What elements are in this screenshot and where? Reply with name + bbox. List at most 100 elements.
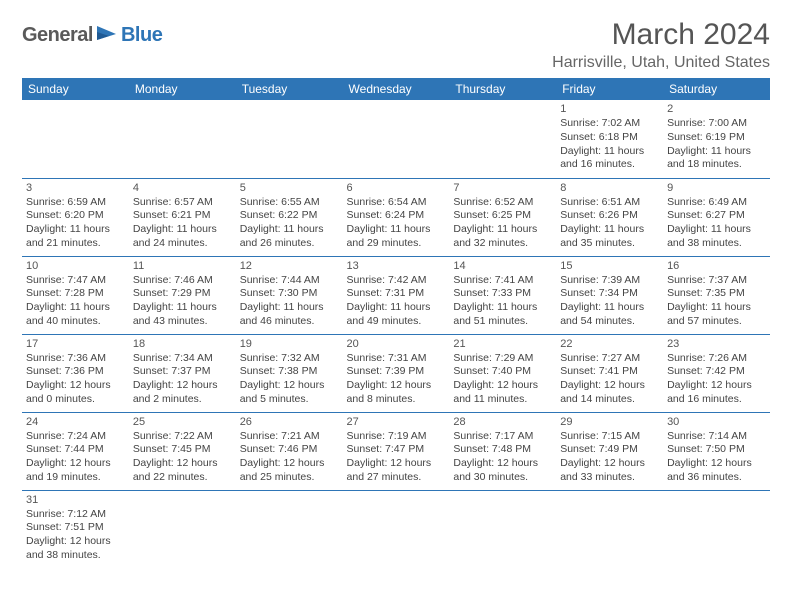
daylight-line-1: Daylight: 11 hours: [560, 223, 659, 237]
sunset-line: Sunset: 7:48 PM: [453, 443, 552, 457]
flag-icon: [96, 24, 118, 47]
sunset-line: Sunset: 6:25 PM: [453, 209, 552, 223]
calendar-body: 1Sunrise: 7:02 AMSunset: 6:18 PMDaylight…: [22, 100, 770, 568]
calendar-cell: 26Sunrise: 7:21 AMSunset: 7:46 PMDayligh…: [236, 412, 343, 490]
daylight-line-1: Daylight: 11 hours: [667, 301, 766, 315]
daylight-line-1: Daylight: 11 hours: [347, 301, 446, 315]
day-number: 5: [240, 181, 339, 195]
daylight-line-2: and 22 minutes.: [133, 471, 232, 485]
calendar-cell: 27Sunrise: 7:19 AMSunset: 7:47 PMDayligh…: [343, 412, 450, 490]
daylight-line-2: and 19 minutes.: [26, 471, 125, 485]
sunset-line: Sunset: 7:35 PM: [667, 287, 766, 301]
calendar-cell-empty: [663, 490, 770, 568]
calendar-cell: 29Sunrise: 7:15 AMSunset: 7:49 PMDayligh…: [556, 412, 663, 490]
daylight-line-2: and 46 minutes.: [240, 315, 339, 329]
sunrise-line: Sunrise: 7:26 AM: [667, 352, 766, 366]
daylight-line-1: Daylight: 11 hours: [26, 301, 125, 315]
day-number: 1: [560, 102, 659, 116]
calendar-cell: 14Sunrise: 7:41 AMSunset: 7:33 PMDayligh…: [449, 256, 556, 334]
daylight-line-1: Daylight: 12 hours: [453, 457, 552, 471]
calendar-cell: 15Sunrise: 7:39 AMSunset: 7:34 PMDayligh…: [556, 256, 663, 334]
daylight-line-1: Daylight: 11 hours: [453, 223, 552, 237]
calendar-cell-empty: [129, 490, 236, 568]
daylight-line-1: Daylight: 12 hours: [667, 379, 766, 393]
brand-part1: General: [22, 24, 93, 47]
daylight-line-1: Daylight: 11 hours: [347, 223, 446, 237]
sunrise-line: Sunrise: 6:59 AM: [26, 196, 125, 210]
daylight-line-1: Daylight: 12 hours: [133, 379, 232, 393]
sunset-line: Sunset: 7:44 PM: [26, 443, 125, 457]
calendar-cell: 22Sunrise: 7:27 AMSunset: 7:41 PMDayligh…: [556, 334, 663, 412]
calendar-cell: 8Sunrise: 6:51 AMSunset: 6:26 PMDaylight…: [556, 178, 663, 256]
calendar-cell-empty: [343, 490, 450, 568]
day-number: 16: [667, 259, 766, 273]
calendar-row: 17Sunrise: 7:36 AMSunset: 7:36 PMDayligh…: [22, 334, 770, 412]
daylight-line-1: Daylight: 11 hours: [667, 145, 766, 159]
sunrise-line: Sunrise: 7:02 AM: [560, 117, 659, 131]
daylight-line-2: and 35 minutes.: [560, 237, 659, 251]
day-number: 28: [453, 415, 552, 429]
calendar-row: 1Sunrise: 7:02 AMSunset: 6:18 PMDaylight…: [22, 100, 770, 178]
calendar-cell: 7Sunrise: 6:52 AMSunset: 6:25 PMDaylight…: [449, 178, 556, 256]
sunset-line: Sunset: 7:38 PM: [240, 365, 339, 379]
sunrise-line: Sunrise: 7:32 AM: [240, 352, 339, 366]
sunset-line: Sunset: 6:24 PM: [347, 209, 446, 223]
sunrise-line: Sunrise: 7:15 AM: [560, 430, 659, 444]
daylight-line-2: and 18 minutes.: [667, 158, 766, 172]
daylight-line-1: Daylight: 12 hours: [560, 379, 659, 393]
day-number: 18: [133, 337, 232, 351]
daylight-line-1: Daylight: 11 hours: [240, 301, 339, 315]
day-number: 3: [26, 181, 125, 195]
day-number: 26: [240, 415, 339, 429]
day-number: 13: [347, 259, 446, 273]
sunrise-line: Sunrise: 7:24 AM: [26, 430, 125, 444]
daylight-line-1: Daylight: 11 hours: [453, 301, 552, 315]
day-number: 12: [240, 259, 339, 273]
daylight-line-2: and 27 minutes.: [347, 471, 446, 485]
calendar-cell-empty: [129, 100, 236, 178]
daylight-line-2: and 0 minutes.: [26, 393, 125, 407]
calendar-cell: 30Sunrise: 7:14 AMSunset: 7:50 PMDayligh…: [663, 412, 770, 490]
sunrise-line: Sunrise: 6:54 AM: [347, 196, 446, 210]
sunrise-line: Sunrise: 7:39 AM: [560, 274, 659, 288]
calendar-cell: 6Sunrise: 6:54 AMSunset: 6:24 PMDaylight…: [343, 178, 450, 256]
calendar-cell-empty: [449, 100, 556, 178]
daylight-line-1: Daylight: 11 hours: [133, 301, 232, 315]
sunset-line: Sunset: 7:34 PM: [560, 287, 659, 301]
sunrise-line: Sunrise: 7:27 AM: [560, 352, 659, 366]
weekday-header: Monday: [129, 78, 236, 100]
sunrise-line: Sunrise: 7:34 AM: [133, 352, 232, 366]
day-number: 19: [240, 337, 339, 351]
day-number: 6: [347, 181, 446, 195]
brand-part2: Blue: [121, 24, 162, 47]
sunrise-line: Sunrise: 6:52 AM: [453, 196, 552, 210]
daylight-line-2: and 43 minutes.: [133, 315, 232, 329]
day-number: 27: [347, 415, 446, 429]
sunset-line: Sunset: 7:50 PM: [667, 443, 766, 457]
day-number: 20: [347, 337, 446, 351]
daylight-line-1: Daylight: 12 hours: [240, 379, 339, 393]
sunset-line: Sunset: 7:46 PM: [240, 443, 339, 457]
day-number: 11: [133, 259, 232, 273]
daylight-line-1: Daylight: 11 hours: [26, 223, 125, 237]
sunset-line: Sunset: 7:45 PM: [133, 443, 232, 457]
sunset-line: Sunset: 7:37 PM: [133, 365, 232, 379]
day-number: 21: [453, 337, 552, 351]
day-number: 15: [560, 259, 659, 273]
calendar-cell: 21Sunrise: 7:29 AMSunset: 7:40 PMDayligh…: [449, 334, 556, 412]
calendar-table: SundayMondayTuesdayWednesdayThursdayFrid…: [22, 78, 770, 568]
day-number: 30: [667, 415, 766, 429]
sunrise-line: Sunrise: 7:37 AM: [667, 274, 766, 288]
daylight-line-1: Daylight: 12 hours: [347, 457, 446, 471]
calendar-cell: 4Sunrise: 6:57 AMSunset: 6:21 PMDaylight…: [129, 178, 236, 256]
daylight-line-2: and 2 minutes.: [133, 393, 232, 407]
daylight-line-2: and 54 minutes.: [560, 315, 659, 329]
day-number: 8: [560, 181, 659, 195]
daylight-line-1: Daylight: 11 hours: [667, 223, 766, 237]
calendar-cell: 28Sunrise: 7:17 AMSunset: 7:48 PMDayligh…: [449, 412, 556, 490]
calendar-cell: 20Sunrise: 7:31 AMSunset: 7:39 PMDayligh…: [343, 334, 450, 412]
sunset-line: Sunset: 6:21 PM: [133, 209, 232, 223]
calendar-cell: 10Sunrise: 7:47 AMSunset: 7:28 PMDayligh…: [22, 256, 129, 334]
daylight-line-2: and 49 minutes.: [347, 315, 446, 329]
sunrise-line: Sunrise: 6:51 AM: [560, 196, 659, 210]
